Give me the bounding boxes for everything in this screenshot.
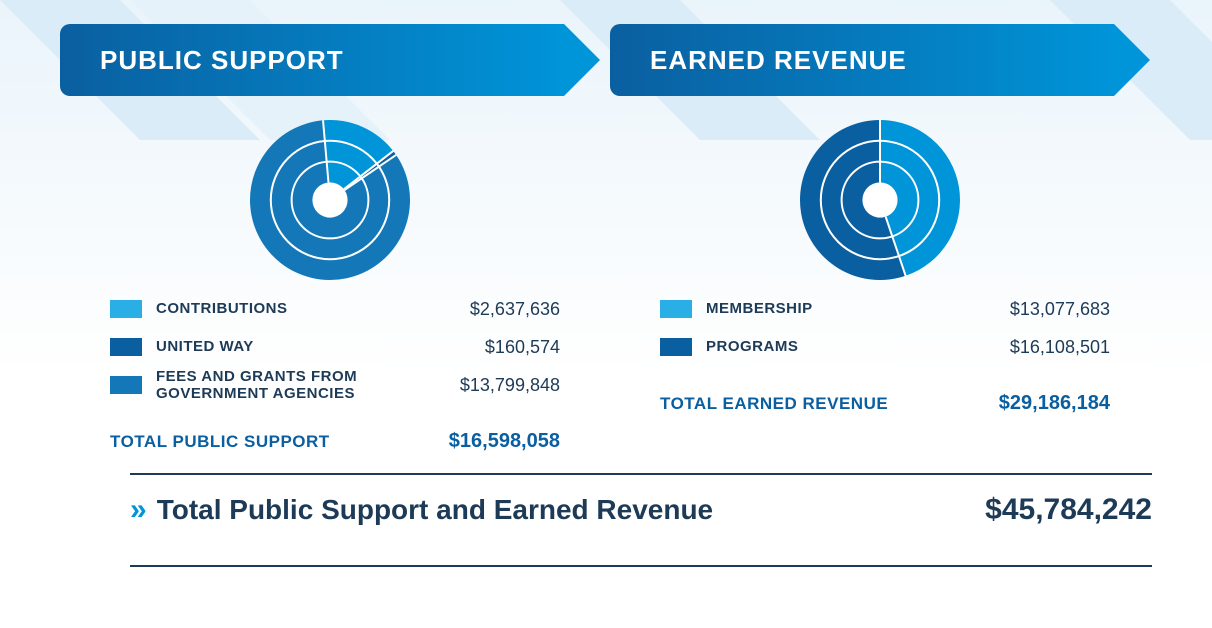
legend-row: UNITED WAY $160,574 <box>110 328 560 366</box>
legend-label: MEMBERSHIP <box>706 300 966 317</box>
section-title: PUBLIC SUPPORT <box>100 45 344 76</box>
grand-total-label: Total Public Support and Earned Revenue <box>157 494 985 526</box>
legend-label: FEES AND GRANTS FROM GOVERNMENT AGENCIES <box>156 368 416 403</box>
legend-swatch <box>110 338 142 356</box>
legend-swatch <box>110 300 142 318</box>
legend-swatch <box>660 300 692 318</box>
legend-row: CONTRIBUTIONS $2,637,636 <box>110 290 560 328</box>
chevron-icon: » <box>130 493 141 527</box>
legend: CONTRIBUTIONS $2,637,636 UNITED WAY $160,57… <box>60 290 600 404</box>
legend: MEMBERSHIP $13,077,683 PROGRAMS $16,108,501 <box>610 290 1150 366</box>
section-title: EARNED REVENUE <box>650 45 907 76</box>
legend-swatch <box>110 376 142 394</box>
subtotal-row: TOTAL EARNED REVENUE$29,186,184 <box>610 366 1150 415</box>
subtotal-label: TOTAL EARNED REVENUE <box>660 394 999 414</box>
divider-bottom <box>130 565 1152 567</box>
section-header: PUBLIC SUPPORT <box>60 24 600 96</box>
legend-swatch <box>660 338 692 356</box>
chart-public_support <box>60 96 600 290</box>
section-header: EARNED REVENUE <box>610 24 1150 96</box>
subtotal-value: $16,598,058 <box>449 430 560 453</box>
subtotal-label: TOTAL PUBLIC SUPPORT <box>110 432 449 452</box>
legend-label: PROGRAMS <box>706 338 966 355</box>
legend-row: MEMBERSHIP $13,077,683 <box>660 290 1110 328</box>
legend-value: $13,799,848 <box>430 375 560 396</box>
legend-value: $13,077,683 <box>980 299 1110 320</box>
subtotal-value: $29,186,184 <box>999 392 1110 415</box>
grand-total-row: » Total Public Support and Earned Revenu… <box>0 475 1212 545</box>
grand-total-value: $45,784,242 <box>985 493 1152 527</box>
legend-value: $160,574 <box>430 337 560 358</box>
legend-row: FEES AND GRANTS FROM GOVERNMENT AGENCIES… <box>110 366 560 404</box>
chart-earned_revenue <box>610 96 1150 290</box>
legend-value: $16,108,501 <box>980 337 1110 358</box>
section-earned_revenue: EARNED REVENUE MEMBERSHIP $13,077,683 PROGR… <box>610 24 1150 453</box>
legend-label: CONTRIBUTIONS <box>156 300 416 317</box>
subtotal-row: TOTAL PUBLIC SUPPORT$16,598,058 <box>60 404 600 453</box>
legend-label: UNITED WAY <box>156 338 416 355</box>
legend-row: PROGRAMS $16,108,501 <box>660 328 1110 366</box>
section-public_support: PUBLIC SUPPORT CONTRIBUTIONS $2,637,636 UNI… <box>60 24 600 453</box>
legend-value: $2,637,636 <box>430 299 560 320</box>
